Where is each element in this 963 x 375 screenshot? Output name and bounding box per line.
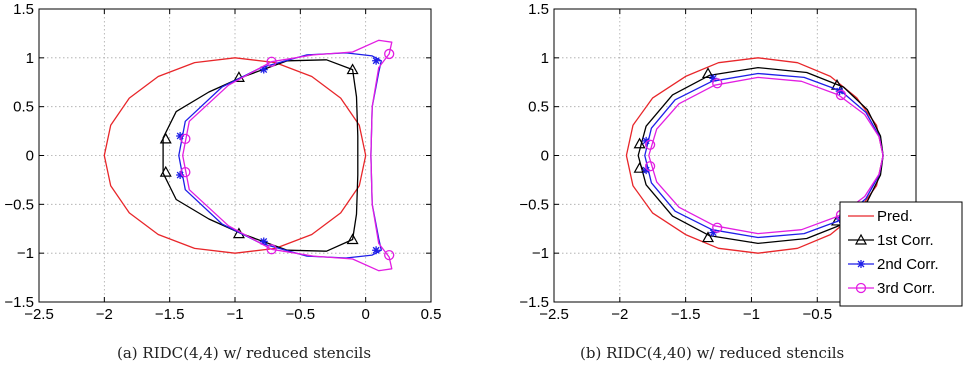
series-marker-4 [266, 244, 277, 255]
y-tick-label: −0.5 [519, 196, 549, 213]
series-marker-2 [701, 67, 715, 79]
series-line-1 [103, 57, 367, 254]
series-marker-4 [384, 249, 395, 261]
series-marker-3 [176, 171, 185, 180]
series-marker-3 [372, 56, 381, 65]
series-marker-4 [180, 133, 191, 145]
y-tick-label: 1 [26, 50, 34, 67]
y-tick-label: 0 [541, 148, 549, 165]
series-marker-3 [642, 136, 651, 145]
legend-label-4: 3rd Corr. [877, 280, 935, 297]
series-marker-4 [644, 139, 656, 150]
x-tick-label: −2 [611, 306, 628, 323]
series-marker-3 [642, 166, 651, 175]
x-tick-label: −2.5 [539, 306, 569, 323]
series-marker-3 [259, 65, 268, 74]
caption-a: (a) RIDC(4,4) w/ reduced stencils [117, 344, 372, 362]
legend-label-1: Pred. [877, 208, 913, 225]
series-marker-2 [346, 63, 359, 75]
series-marker-4 [266, 56, 277, 67]
y-tick-label: −1 [532, 245, 549, 262]
y-tick-label: 0.5 [528, 99, 549, 116]
series-marker-4 [712, 222, 723, 233]
x-tick-label: −1.5 [155, 306, 185, 323]
series-marker-4 [180, 166, 191, 178]
series-marker-2 [633, 137, 646, 149]
x-tick-label: −0.5 [286, 306, 316, 323]
series-marker-2 [633, 161, 646, 173]
y-tick-label: 1.5 [13, 1, 34, 18]
series-marker-2 [159, 165, 172, 177]
legend-box [839, 201, 963, 307]
caption-b: (b) RIDC(4,40) w/ reduced stencils [580, 344, 845, 362]
series-line-4 [648, 76, 884, 235]
y-tick-label: 1.5 [528, 1, 549, 18]
series-marker-3 [176, 131, 185, 140]
y-tick-label: −1.5 [4, 294, 34, 311]
series-marker-2 [159, 132, 172, 144]
series-marker-3 [372, 246, 381, 255]
x-tick-label: 0.5 [421, 306, 442, 323]
series-marker-3 [709, 74, 718, 83]
legend-label-2: 1st Corr. [877, 232, 934, 249]
y-tick-label: −1.5 [519, 294, 549, 311]
y-tick-label: 1 [541, 50, 549, 67]
y-tick-label: 0.5 [13, 99, 34, 116]
legend-marker-2 [854, 233, 868, 245]
series-marker-3 [709, 228, 718, 237]
series-marker-2 [701, 231, 715, 243]
legend: Pred. 1st Corr. 2nd Corr. 3rd Corr. [839, 201, 963, 307]
chart-b: −2.5 −2 −1.5 −1 −0.5 −1.5 −1 −0.5 0 0.5 1 1.5 Pred. 1… [519, 1, 963, 323]
chart-a: −2.5 −2 −1.5 −1 −0.5 0 0.5 −1.5 −1 −0.5 0 0.5 1 1.5 [4, 1, 441, 323]
y-tick-label: −0.5 [4, 196, 34, 213]
series-marker-2 [346, 233, 359, 245]
x-tick-label: −1 [226, 306, 243, 323]
legend-marker-3 [857, 260, 865, 268]
x-tick-label: −1.5 [671, 306, 701, 323]
series-marker-4 [384, 48, 395, 60]
series-marker-3 [259, 237, 268, 246]
x-tick-label: −1 [743, 306, 760, 323]
series-line-4 [182, 39, 393, 272]
y-tick-label: 0 [26, 148, 34, 165]
x-tick-label: −2 [96, 306, 113, 323]
series-marker-4 [712, 78, 723, 89]
x-tick-label: −2.5 [24, 306, 54, 323]
series-marker-4 [835, 89, 847, 101]
y-tick-label: −1 [17, 245, 34, 262]
legend-marker-4 [855, 282, 867, 294]
x-tick-label: 0 [361, 306, 369, 323]
x-tick-label: −0.5 [802, 306, 832, 323]
legend-label-3: 2nd Corr. [877, 256, 939, 273]
series-marker-4 [644, 161, 656, 172]
